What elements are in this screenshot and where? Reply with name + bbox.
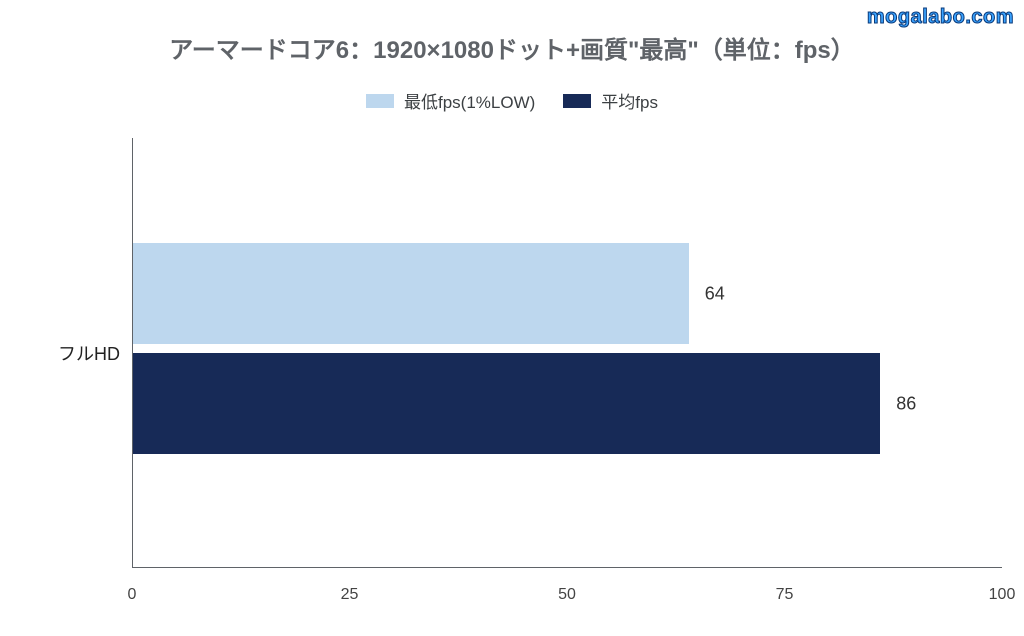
bar-0-0 (133, 243, 689, 344)
bar-0-1 (133, 353, 880, 454)
legend-item-0: 最低fps(1%LOW) (366, 88, 535, 113)
x-tick-75: 75 (776, 586, 794, 604)
x-tick-25: 25 (341, 586, 359, 604)
legend-label-1: 平均fps (601, 88, 658, 113)
x-tick-50: 50 (558, 586, 576, 604)
legend-item-1: 平均fps (563, 88, 658, 113)
legend-swatch-1 (563, 94, 591, 108)
x-tick-100: 100 (989, 586, 1016, 604)
x-axis-line (132, 567, 1002, 568)
chart-title: アーマードコア6：1920×1080ドット+画質"最高"（単位：fps） (0, 30, 1024, 65)
bar-value-0-1: 86 (896, 393, 916, 414)
legend-label-0: 最低fps(1%LOW) (404, 88, 535, 113)
bar-value-0-0: 64 (705, 283, 725, 304)
legend-swatch-0 (366, 94, 394, 108)
plot-area: 02550751006486 (132, 138, 1002, 568)
category-label-0: フルHD (58, 340, 120, 366)
watermark: mogalabo.com (867, 6, 1014, 29)
x-tick-0: 0 (128, 586, 137, 604)
legend: 最低fps(1%LOW) 平均fps (0, 88, 1024, 113)
